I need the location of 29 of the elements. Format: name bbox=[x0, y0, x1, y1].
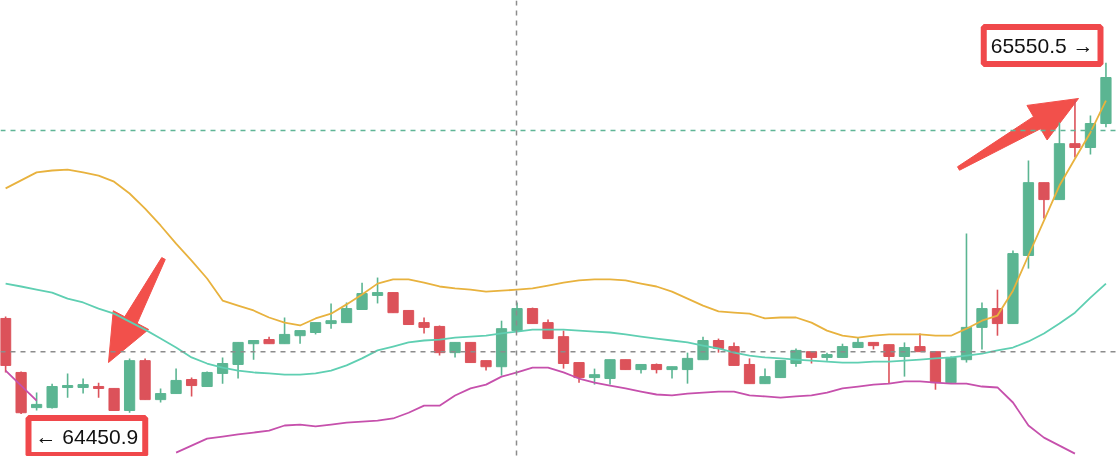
candlestick bbox=[371, 276, 384, 305]
annotation: ← 64450.9 bbox=[35, 425, 139, 448]
candlestick bbox=[976, 301, 988, 351]
candlestick bbox=[743, 357, 756, 385]
candlestick bbox=[1069, 98, 1081, 159]
candlestick bbox=[356, 281, 368, 311]
annotation: 65550.5 → bbox=[990, 34, 1094, 57]
candlestick bbox=[1038, 181, 1050, 220]
candlestick bbox=[185, 376, 198, 398]
candlestick bbox=[387, 291, 399, 314]
candlestick bbox=[61, 372, 74, 399]
candlestick bbox=[278, 316, 291, 345]
candlestick bbox=[46, 382, 58, 410]
candlestick bbox=[898, 341, 911, 378]
candlestick bbox=[511, 301, 523, 332]
candlestick bbox=[883, 343, 895, 385]
candlestick bbox=[77, 377, 89, 395]
candlestick bbox=[325, 302, 337, 330]
candlestick bbox=[232, 341, 244, 380]
candlestick bbox=[170, 367, 182, 395]
candlestick bbox=[464, 341, 477, 364]
candlestick bbox=[914, 332, 926, 353]
candlestick bbox=[340, 301, 353, 324]
candlestick bbox=[108, 387, 120, 411]
candlestick bbox=[247, 339, 260, 361]
candlestick bbox=[681, 351, 694, 385]
candlestick bbox=[604, 358, 616, 386]
candlestick bbox=[666, 365, 678, 380]
candlestick bbox=[573, 361, 585, 384]
